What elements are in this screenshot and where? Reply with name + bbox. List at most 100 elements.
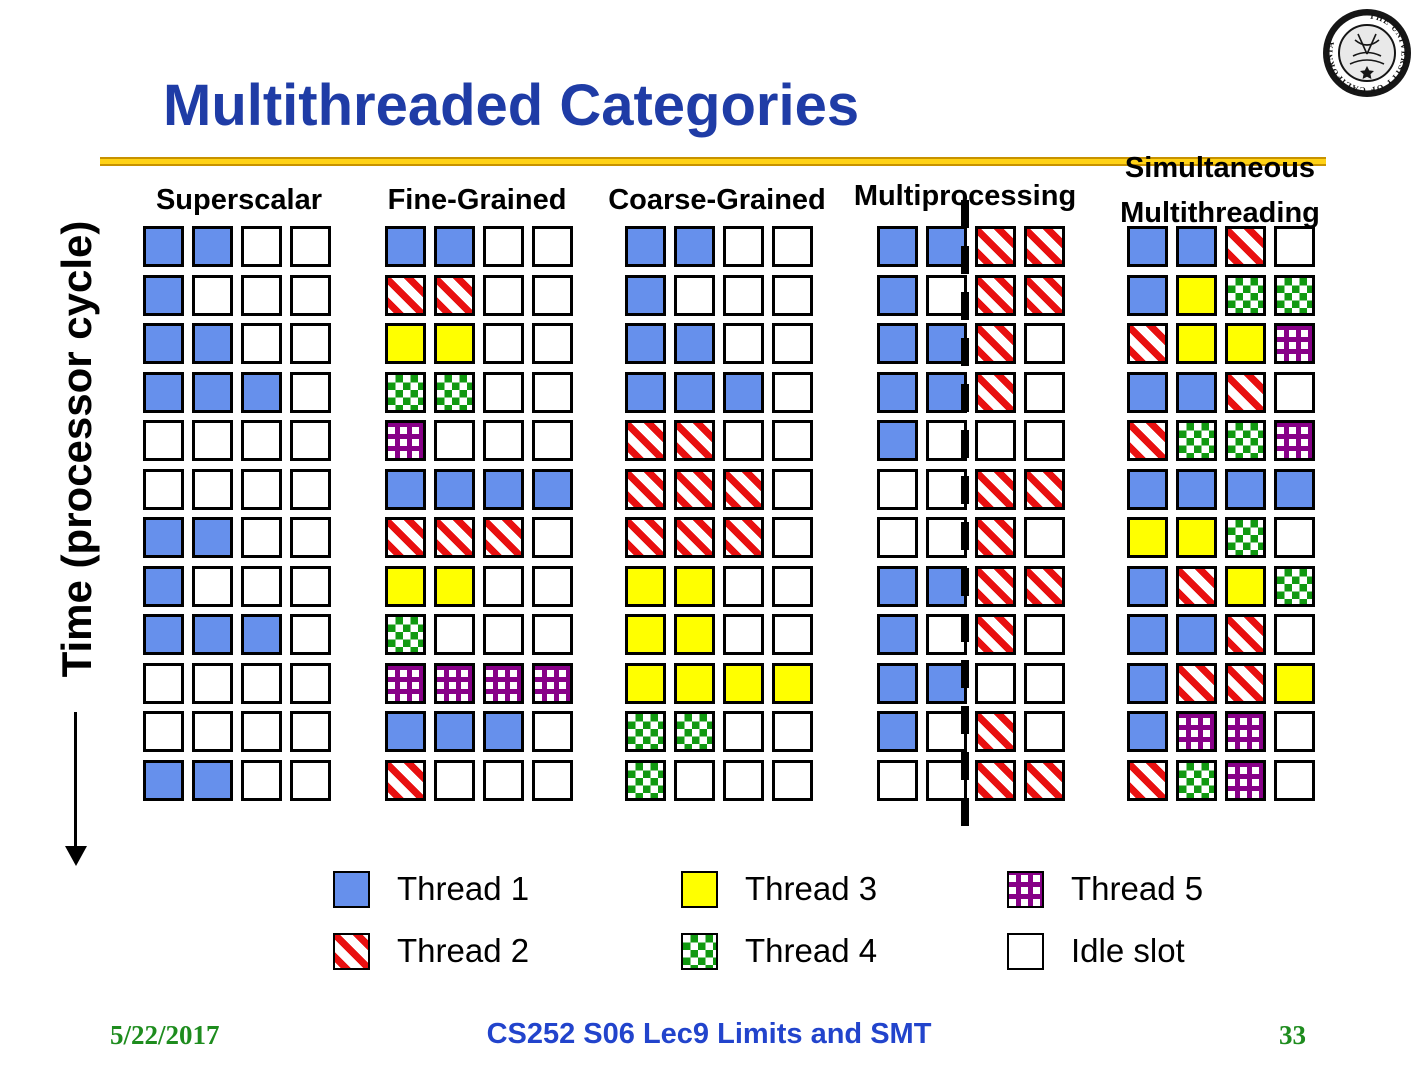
thread5-cell bbox=[1225, 759, 1266, 801]
thread1-cell bbox=[532, 468, 573, 510]
footer-page-number: 33 bbox=[1279, 1020, 1306, 1050]
thread1-cell bbox=[1274, 468, 1315, 510]
idle-cell bbox=[723, 226, 764, 267]
thread5-swatch-icon bbox=[1007, 870, 1044, 908]
thread1-cell bbox=[877, 371, 918, 413]
idle-cell bbox=[241, 468, 282, 510]
thread2-cell bbox=[975, 711, 1016, 752]
legend-label: Thread 5 bbox=[1071, 870, 1204, 907]
thread3-cell bbox=[674, 662, 715, 704]
thread2-cell bbox=[975, 323, 1016, 364]
idle-cell bbox=[241, 662, 282, 704]
gold-divider-rule bbox=[100, 157, 1326, 166]
idle-cell bbox=[192, 711, 233, 752]
idle-cell bbox=[772, 226, 813, 267]
thread1-cell bbox=[241, 614, 282, 655]
grid-fine-grained bbox=[385, 226, 573, 801]
thread2-cell bbox=[625, 468, 666, 510]
thread1-cell bbox=[1127, 371, 1168, 413]
legend-label: Thread 1 bbox=[397, 870, 530, 907]
idle-cell bbox=[290, 323, 331, 364]
idle-cell bbox=[483, 323, 524, 364]
time-axis-arrow-line bbox=[74, 712, 77, 848]
idle-cell bbox=[772, 323, 813, 364]
thread1-cell bbox=[625, 323, 666, 364]
idle-cell bbox=[723, 565, 764, 607]
thread3-cell bbox=[723, 662, 764, 704]
thread1-cell bbox=[723, 371, 764, 413]
thread2-cell bbox=[975, 614, 1016, 655]
legend-label: Thread 3 bbox=[745, 870, 878, 907]
idle-cell bbox=[192, 274, 233, 316]
idle-cell bbox=[483, 614, 524, 655]
idle-cell bbox=[532, 323, 573, 364]
thread1-cell bbox=[877, 420, 918, 461]
thread2-cell bbox=[1024, 468, 1065, 510]
thread2-cell bbox=[1024, 226, 1065, 267]
idle-cell bbox=[926, 759, 967, 801]
thread2-cell bbox=[975, 759, 1016, 801]
university-seal-logo: THE UNIVERSITY OF CALIFORNIA bbox=[1320, 6, 1414, 100]
idle-cell bbox=[241, 226, 282, 267]
idle-cell bbox=[290, 468, 331, 510]
idle-cell bbox=[1024, 323, 1065, 364]
thread1-cell bbox=[674, 323, 715, 364]
thread1-cell bbox=[1127, 468, 1168, 510]
thread1-cell bbox=[625, 274, 666, 316]
idle-cell bbox=[434, 614, 475, 655]
idle-cell bbox=[241, 517, 282, 558]
thread3-cell bbox=[625, 614, 666, 655]
thread2-cell bbox=[723, 468, 764, 510]
thread5-cell bbox=[1225, 711, 1266, 752]
thread2-cell bbox=[385, 274, 426, 316]
thread1-cell bbox=[1127, 274, 1168, 316]
thread4-cell bbox=[625, 711, 666, 752]
thread5-cell bbox=[385, 662, 426, 704]
idle-cell bbox=[290, 759, 331, 801]
idle-cell bbox=[483, 274, 524, 316]
header-superscalar: Superscalar bbox=[155, 184, 323, 216]
idle-cell bbox=[483, 226, 524, 267]
thread2-cell bbox=[483, 517, 524, 558]
thread2-cell bbox=[625, 517, 666, 558]
idle-cell bbox=[290, 226, 331, 267]
thread4-cell bbox=[625, 759, 666, 801]
thread3-cell bbox=[1176, 517, 1217, 558]
thread1-cell bbox=[143, 565, 184, 607]
idle-cell bbox=[532, 517, 573, 558]
thread1-cell bbox=[1176, 614, 1217, 655]
idle-cell bbox=[241, 711, 282, 752]
thread1-cell bbox=[877, 614, 918, 655]
thread1-cell bbox=[143, 323, 184, 364]
thread1-cell bbox=[877, 226, 918, 267]
idle-cell bbox=[877, 759, 918, 801]
thread3-cell bbox=[1225, 565, 1266, 607]
thread1-cell bbox=[674, 371, 715, 413]
grid-superscalar bbox=[143, 226, 331, 801]
idle-cell bbox=[674, 274, 715, 316]
idle-cell bbox=[434, 420, 475, 461]
idle-cell bbox=[723, 614, 764, 655]
thread5-cell bbox=[1176, 711, 1217, 752]
thread1-cell bbox=[192, 614, 233, 655]
thread5-cell bbox=[532, 662, 573, 704]
idle-cell bbox=[192, 468, 233, 510]
time-axis-label: Time (processor cycle) bbox=[53, 220, 100, 678]
idle-cell bbox=[532, 226, 573, 267]
thread4-cell bbox=[385, 371, 426, 413]
thread3-cell bbox=[625, 662, 666, 704]
grid-coarse-grained bbox=[625, 226, 813, 801]
thread1-cell bbox=[877, 565, 918, 607]
idle-cell bbox=[290, 274, 331, 316]
legend-item-thread2: Thread 2 bbox=[333, 932, 681, 970]
legend-label: Thread 4 bbox=[745, 932, 878, 969]
idle-cell bbox=[290, 517, 331, 558]
thread1-cell bbox=[625, 371, 666, 413]
idle-cell bbox=[772, 711, 813, 752]
thread1-cell bbox=[143, 226, 184, 267]
idle-cell bbox=[290, 371, 331, 413]
idle-swatch-icon bbox=[1007, 932, 1044, 970]
thread5-cell bbox=[483, 662, 524, 704]
idle-cell bbox=[723, 759, 764, 801]
thread2-cell bbox=[1176, 565, 1217, 607]
